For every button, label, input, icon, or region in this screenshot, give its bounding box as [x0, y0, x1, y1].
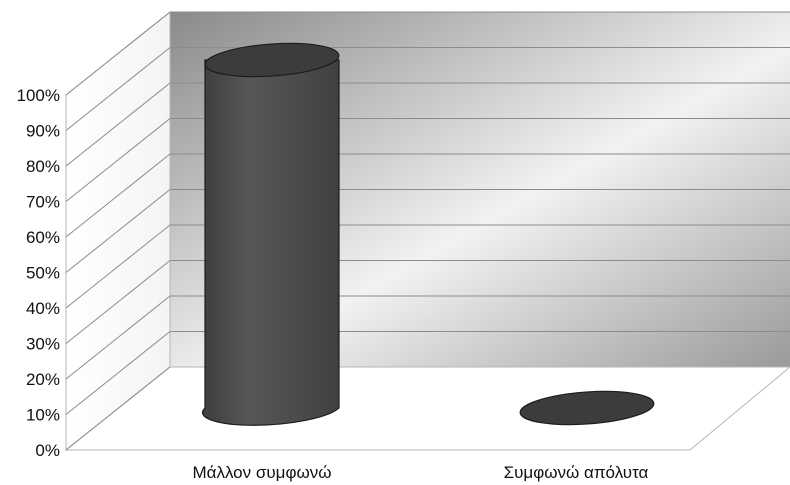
cylinder-body: [201, 59, 340, 426]
gridline-side: [65, 11, 171, 96]
y-tick-label: 90%: [26, 122, 60, 141]
cylinder-top: [204, 42, 340, 78]
gridline-side: [65, 82, 171, 167]
gridline-side: [65, 260, 171, 344]
bar-2: [519, 390, 655, 426]
gridline-side: [65, 47, 171, 131]
y-tick-label: 0%: [35, 441, 60, 460]
y-tick-label: 70%: [26, 193, 60, 212]
gridline-side: [65, 189, 171, 273]
y-tick-label: 100%: [17, 86, 60, 105]
y-tick-label: 20%: [26, 370, 60, 389]
bar-1: [201, 42, 340, 426]
gridline-side: [65, 118, 171, 202]
y-tick-label: 10%: [26, 406, 60, 425]
floor: [64, 366, 790, 451]
gridline-side: [65, 153, 171, 238]
gridline-side: [65, 224, 171, 309]
bars: [201, 42, 655, 426]
gridline-side: [65, 331, 171, 415]
y-tick-label: 40%: [26, 299, 60, 318]
gridline-side: [65, 366, 171, 451]
gridline-side: [65, 295, 171, 380]
y-tick-label: 60%: [26, 228, 60, 247]
x-tick-label: Συμφωνώ απόλυτα: [504, 463, 649, 482]
cylinder-top: [519, 390, 655, 426]
y-axis-ticks: 0% 10% 20% 30% 40% 50% 60% 70% 80% 90% 100%: [17, 86, 60, 460]
y-tick-label: 50%: [26, 264, 60, 283]
y-tick-label: 30%: [26, 335, 60, 354]
y-tick-label: 80%: [26, 157, 60, 176]
x-axis-labels: Μάλλον συμφωνώ Συμφωνώ απόλυτα: [192, 463, 648, 482]
x-tick-label: Μάλλον συμφωνώ: [192, 463, 331, 482]
